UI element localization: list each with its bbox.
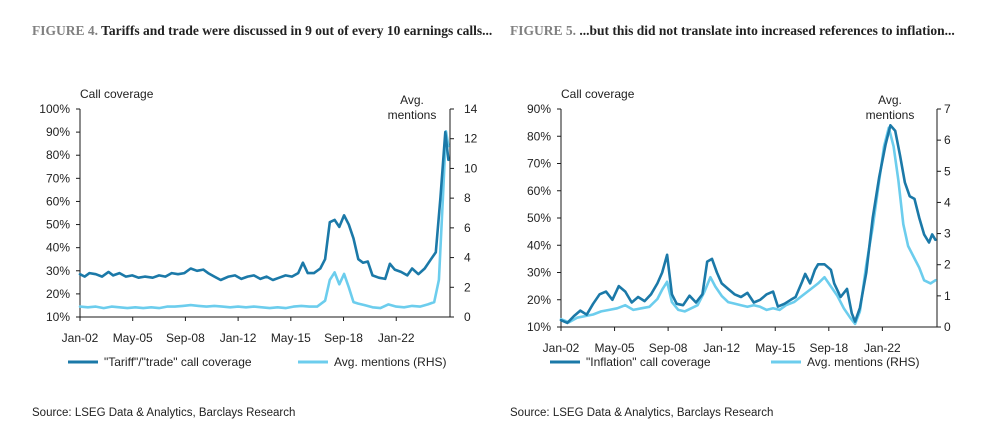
x-axis-tick-label: Sep-18: [324, 331, 363, 345]
right-axis-title: Avg. mentions: [866, 93, 915, 122]
left-axis-tick-label: 90%: [46, 125, 70, 139]
left-axis-tick-label: 20%: [46, 287, 70, 301]
right-axis-tick-label: 12: [464, 132, 478, 146]
figure-5-title-text: ...but this did not translate into incre…: [579, 23, 955, 38]
right-axis-tick-label: 8: [464, 191, 471, 205]
left-axis-title: Call coverage: [80, 87, 154, 101]
figure-4-title-text: Tariffs and trade were discussed in 9 ou…: [101, 23, 493, 38]
left-axis-tick-label: 90%: [527, 102, 551, 116]
left-axis-tick-label: 30%: [46, 264, 70, 278]
series-line-call-coverage: [559, 124, 937, 325]
figure-5-chart: Call coverage Avg. mentions 10% 20% 30% 40% 50%…: [527, 87, 951, 369]
legend-label: "Inflation" call coverage: [586, 355, 711, 369]
x-axis-tick-label: May-05: [595, 341, 635, 355]
left-axis-tick-label: 70%: [527, 157, 551, 171]
right-axis-tick-label: 7: [944, 102, 951, 116]
left-axis-tick-label: 80%: [46, 148, 70, 162]
x-axis-tick-label: Jan-22: [864, 341, 901, 355]
right-axis-title-line: mentions: [388, 108, 437, 122]
figure-5-number: FIGURE 5.: [510, 23, 577, 38]
left-axis-tick-label: 30%: [527, 266, 551, 280]
right-axis-tick-label: 6: [944, 133, 951, 147]
x-axis-tick-label: Jan-12: [703, 341, 740, 355]
right-axis-title: Avg. mentions: [388, 93, 437, 122]
figure-4-source: Source: LSEG Data & Analytics, Barclays …: [32, 407, 296, 419]
figure-5-source: Source: LSEG Data & Analytics, Barclays …: [510, 407, 774, 419]
right-axis-tick-label: 1: [944, 289, 951, 303]
x-axis-tick-label: May-15: [755, 341, 795, 355]
right-axis-tick-label: 4: [944, 195, 951, 209]
figure-4-title: FIGURE 4. Tariffs and trade were discuss…: [32, 22, 497, 40]
left-axis-tick-label: 50%: [527, 211, 551, 225]
legend-label: Avg. mentions (RHS): [807, 355, 919, 369]
left-axis-title: Call coverage: [561, 87, 635, 101]
right-axis-tick-label: 0: [944, 320, 951, 334]
x-axis-tick-label: May-05: [113, 331, 153, 345]
right-axis-tick-label: 6: [464, 221, 471, 235]
left-axis-tick-label: 50%: [46, 218, 70, 232]
x-axis-tick-label: Jan-02: [543, 341, 580, 355]
left-axis-tick-label: 10%: [46, 310, 70, 324]
figure-5-panel: FIGURE 5. ...but this did not translate …: [508, 0, 978, 440]
legend-label: Avg. mentions (RHS): [334, 355, 446, 369]
left-axis-tick-label: 100%: [39, 102, 70, 116]
figure-5-title: FIGURE 5. ...but this did not translate …: [510, 22, 975, 40]
series-line-call-coverage: [78, 130, 450, 282]
series-line-avg-mentions: [78, 130, 450, 310]
right-axis-tick-label: 0: [464, 310, 471, 324]
x-axis-tick-label: Jan-22: [378, 331, 415, 345]
right-axis-title-line: mentions: [866, 108, 915, 122]
right-axis-tick-label: 2: [464, 280, 471, 294]
right-axis-title-line: Avg.: [400, 93, 424, 107]
right-axis-tick-label: 4: [464, 251, 471, 265]
right-axis-tick-label: 14: [464, 102, 478, 116]
right-axis-tick-label: 5: [944, 164, 951, 178]
left-axis-tick-label: 80%: [527, 129, 551, 143]
x-axis-tick-label: Sep-08: [649, 341, 688, 355]
left-axis-tick-label: 40%: [46, 241, 70, 255]
right-axis-title-line: Avg.: [878, 93, 902, 107]
left-axis-tick-label: 40%: [527, 238, 551, 252]
x-axis-tick-label: Jan-02: [62, 331, 99, 345]
x-axis-tick-label: May-15: [271, 331, 311, 345]
left-axis-tick-label: 60%: [527, 184, 551, 198]
left-axis-tick-label: 60%: [46, 194, 70, 208]
x-axis-tick-label: Jan-12: [220, 331, 257, 345]
right-axis-tick-label: 10: [464, 161, 478, 175]
x-axis-tick-label: Sep-08: [166, 331, 205, 345]
figure-4-chart: Call coverage Avg. mentions 10% 20% 30% 40% 50%…: [39, 87, 477, 369]
figure-4-panel: FIGURE 4. Tariffs and trade were discuss…: [0, 0, 492, 440]
left-axis-tick-label: 10%: [527, 320, 551, 334]
left-axis-tick-label: 20%: [527, 293, 551, 307]
right-axis-tick-label: 3: [944, 227, 951, 241]
x-axis-tick-label: Sep-18: [809, 341, 848, 355]
left-axis-tick-label: 70%: [46, 171, 70, 185]
figure-4-number: FIGURE 4.: [32, 23, 99, 38]
legend-label: "Tariff"/"trade" call coverage: [104, 355, 252, 369]
right-axis-tick-label: 2: [944, 258, 951, 272]
